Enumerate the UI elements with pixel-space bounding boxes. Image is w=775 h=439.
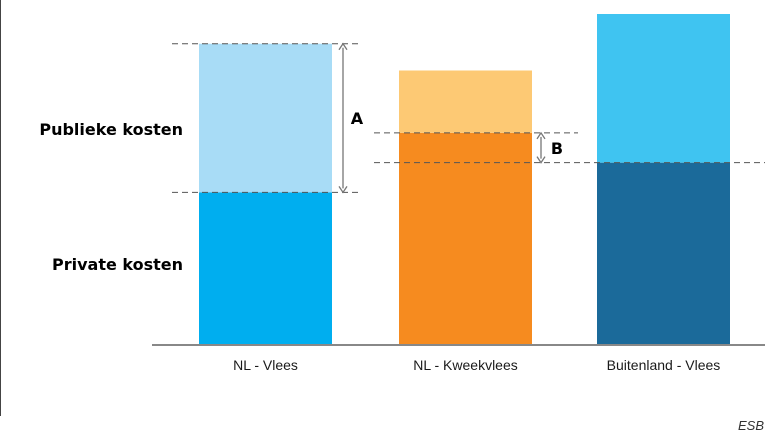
bars-layer	[199, 14, 730, 344]
bar-private-2	[597, 162, 730, 344]
category-labels: NL - Vlees NL - Kweekvlees Buitenland - Vl…	[233, 357, 720, 373]
source-label: ESB	[738, 418, 764, 433]
bar-private-1	[399, 132, 532, 344]
annotations-layer: AB	[172, 42, 765, 194]
category-label-0: NL - Vlees	[233, 357, 298, 373]
bar-public-0	[199, 43, 332, 193]
annotation-a-label: A	[351, 109, 364, 128]
bar-private-0	[199, 192, 332, 344]
bar-public-2	[597, 14, 730, 163]
category-label-2: Buitenland - Vlees	[607, 357, 721, 373]
arrow-a	[338, 42, 348, 194]
arrow-b	[536, 131, 546, 164]
frame-left-border	[0, 0, 1, 416]
row-label-private: Private kosten	[52, 255, 183, 274]
row-label-public: Publieke kosten	[39, 120, 183, 139]
category-label-1: NL - Kweekvlees	[413, 357, 518, 373]
annotation-b-label: B	[551, 139, 563, 158]
bar-public-1	[399, 70, 532, 133]
